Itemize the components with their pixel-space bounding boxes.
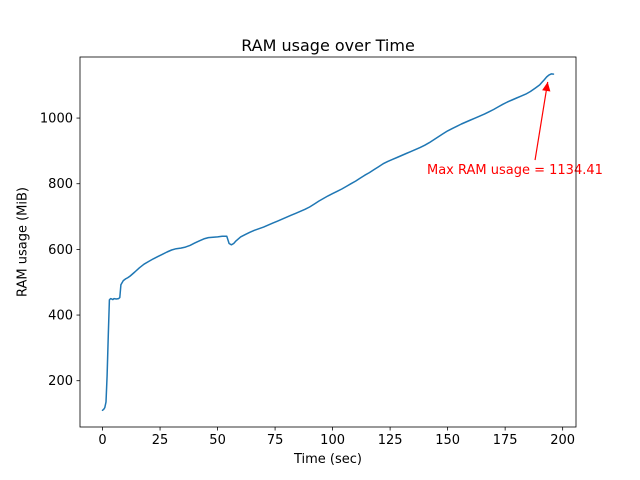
axes-border — [79, 56, 577, 428]
y-tick-label: 400 — [48, 309, 73, 324]
y-tick-label: 1000 — [40, 112, 73, 127]
x-tick-label: 75 — [267, 433, 284, 448]
x-tick-label: 175 — [493, 433, 518, 448]
x-tick-label: 200 — [550, 433, 575, 448]
x-axis-label: Time (sec) — [293, 452, 362, 467]
chart-title: RAM usage over Time — [241, 36, 415, 55]
x-tick-label: 100 — [320, 433, 345, 448]
x-tick-label: 125 — [378, 433, 403, 448]
annotation-arrow-shaft — [534, 81, 549, 161]
x-tick-label: 150 — [435, 433, 460, 448]
ram-usage-line — [101, 73, 555, 412]
y-tick-label: 800 — [48, 177, 73, 192]
x-tick-label: 0 — [98, 433, 106, 448]
y-tick-label: 200 — [48, 374, 73, 389]
y-tick-label: 600 — [48, 243, 73, 258]
x-tick-label: 50 — [209, 433, 226, 448]
max-ram-annotation: Max RAM usage = 1134.41 — [427, 163, 603, 178]
annotation-arrow-head — [542, 82, 551, 92]
x-tick-label: 25 — [152, 433, 169, 448]
